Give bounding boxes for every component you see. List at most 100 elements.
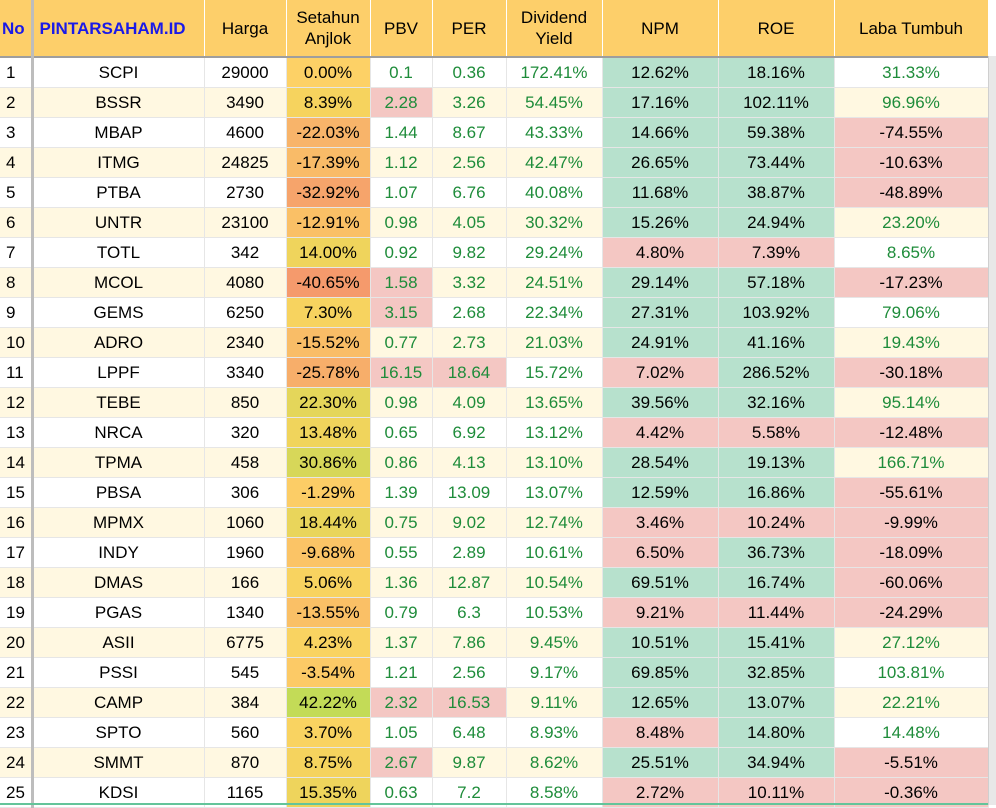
cell-roe[interactable]: 14.80% <box>718 717 835 748</box>
cell-laba-tumbuh[interactable]: -5.51% <box>834 747 989 778</box>
cell-roe[interactable]: 13.07% <box>718 687 835 718</box>
cell-pbv[interactable]: 1.44 <box>370 117 433 148</box>
cell-laba-tumbuh[interactable]: 8.65% <box>834 237 989 268</box>
cell-harga[interactable]: 545 <box>204 657 287 688</box>
cell-pbv[interactable]: 0.79 <box>370 597 433 628</box>
cell-dividend-yield[interactable]: 9.17% <box>506 657 603 688</box>
cell-laba-tumbuh[interactable]: -0.36% <box>834 777 989 808</box>
cell-pbv[interactable]: 0.92 <box>370 237 433 268</box>
cell-laba-tumbuh[interactable]: 95.14% <box>834 387 989 418</box>
cell-roe[interactable]: 18.16% <box>718 57 835 88</box>
cell-no[interactable]: 25 <box>0 777 34 808</box>
cell-npm[interactable]: 39.56% <box>602 387 719 418</box>
cell-harga[interactable]: 3490 <box>204 87 287 118</box>
cell-harga[interactable]: 850 <box>204 387 287 418</box>
cell-setahun-anjlok[interactable]: 13.48% <box>286 417 371 448</box>
cell-no[interactable]: 11 <box>0 357 34 388</box>
cell-harga[interactable]: 560 <box>204 717 287 748</box>
cell-setahun-anjlok[interactable]: 30.86% <box>286 447 371 478</box>
cell-pbv[interactable]: 2.32 <box>370 687 433 718</box>
cell-laba-tumbuh[interactable]: -9.99% <box>834 507 989 538</box>
cell-no[interactable]: 17 <box>0 537 34 568</box>
cell-ticker[interactable]: PGAS <box>31 597 205 628</box>
cell-npm[interactable]: 27.31% <box>602 297 719 328</box>
cell-per[interactable]: 7.2 <box>432 777 507 808</box>
cell-setahun-anjlok[interactable]: 8.39% <box>286 87 371 118</box>
cell-per[interactable]: 6.76 <box>432 177 507 208</box>
cell-per[interactable]: 6.3 <box>432 597 507 628</box>
cell-no[interactable]: 12 <box>0 387 34 418</box>
cell-setahun-anjlok[interactable]: -32.92% <box>286 177 371 208</box>
cell-ticker[interactable]: SCPI <box>31 57 205 88</box>
cell-per[interactable]: 4.05 <box>432 207 507 238</box>
cell-setahun-anjlok[interactable]: 14.00% <box>286 237 371 268</box>
header-setahun-anjlok[interactable]: Setahun Anjlok <box>286 0 371 58</box>
cell-dividend-yield[interactable]: 10.61% <box>506 537 603 568</box>
cell-roe[interactable]: 10.11% <box>718 777 835 808</box>
cell-harga[interactable]: 1165 <box>204 777 287 808</box>
cell-laba-tumbuh[interactable]: -10.63% <box>834 147 989 178</box>
cell-dividend-yield[interactable]: 21.03% <box>506 327 603 358</box>
header-pbv[interactable]: PBV <box>370 0 433 58</box>
cell-roe[interactable]: 24.94% <box>718 207 835 238</box>
cell-dividend-yield[interactable]: 8.62% <box>506 747 603 778</box>
cell-ticker[interactable]: TOTL <box>31 237 205 268</box>
cell-setahun-anjlok[interactable]: -15.52% <box>286 327 371 358</box>
cell-laba-tumbuh[interactable]: 14.48% <box>834 717 989 748</box>
cell-pbv[interactable]: 16.15 <box>370 357 433 388</box>
cell-ticker[interactable]: KDSI <box>31 777 205 808</box>
cell-pbv[interactable]: 0.98 <box>370 387 433 418</box>
cell-dividend-yield[interactable]: 13.65% <box>506 387 603 418</box>
cell-harga[interactable]: 2340 <box>204 327 287 358</box>
cell-no[interactable]: 20 <box>0 627 34 658</box>
cell-dividend-yield[interactable]: 172.41% <box>506 57 603 88</box>
cell-no[interactable]: 13 <box>0 417 34 448</box>
cell-no[interactable]: 18 <box>0 567 34 598</box>
cell-per[interactable]: 18.64 <box>432 357 507 388</box>
cell-ticker[interactable]: ASII <box>31 627 205 658</box>
cell-laba-tumbuh[interactable]: -48.89% <box>834 177 989 208</box>
cell-dividend-yield[interactable]: 13.07% <box>506 477 603 508</box>
cell-npm[interactable]: 2.72% <box>602 777 719 808</box>
cell-pbv[interactable]: 1.07 <box>370 177 433 208</box>
cell-no[interactable]: 2 <box>0 87 34 118</box>
cell-pbv[interactable]: 0.65 <box>370 417 433 448</box>
cell-dividend-yield[interactable]: 9.45% <box>506 627 603 658</box>
cell-npm[interactable]: 26.65% <box>602 147 719 178</box>
cell-per[interactable]: 6.92 <box>432 417 507 448</box>
cell-no[interactable]: 14 <box>0 447 34 478</box>
cell-pbv[interactable]: 1.37 <box>370 627 433 658</box>
cell-setahun-anjlok[interactable]: 7.30% <box>286 297 371 328</box>
cell-harga[interactable]: 4080 <box>204 267 287 298</box>
cell-roe[interactable]: 41.16% <box>718 327 835 358</box>
cell-pbv[interactable]: 1.39 <box>370 477 433 508</box>
cell-no[interactable]: 4 <box>0 147 34 178</box>
cell-npm[interactable]: 10.51% <box>602 627 719 658</box>
cell-roe[interactable]: 15.41% <box>718 627 835 658</box>
cell-laba-tumbuh[interactable]: -18.09% <box>834 537 989 568</box>
cell-ticker[interactable]: LPPF <box>31 357 205 388</box>
cell-roe[interactable]: 103.92% <box>718 297 835 328</box>
header-roe[interactable]: ROE <box>718 0 835 58</box>
cell-per[interactable]: 13.09 <box>432 477 507 508</box>
cell-laba-tumbuh[interactable]: 166.71% <box>834 447 989 478</box>
vertical-scrollbar[interactable] <box>988 56 996 805</box>
cell-dividend-yield[interactable]: 15.72% <box>506 357 603 388</box>
cell-npm[interactable]: 25.51% <box>602 747 719 778</box>
cell-npm[interactable]: 14.66% <box>602 117 719 148</box>
cell-setahun-anjlok[interactable]: 8.75% <box>286 747 371 778</box>
cell-per[interactable]: 9.87 <box>432 747 507 778</box>
cell-no[interactable]: 16 <box>0 507 34 538</box>
cell-dividend-yield[interactable]: 24.51% <box>506 267 603 298</box>
cell-laba-tumbuh[interactable]: 103.81% <box>834 657 989 688</box>
cell-ticker[interactable]: GEMS <box>31 297 205 328</box>
cell-npm[interactable]: 28.54% <box>602 447 719 478</box>
cell-roe[interactable]: 36.73% <box>718 537 835 568</box>
cell-dividend-yield[interactable]: 13.12% <box>506 417 603 448</box>
cell-ticker[interactable]: SPTO <box>31 717 205 748</box>
cell-per[interactable]: 0.36 <box>432 57 507 88</box>
cell-setahun-anjlok[interactable]: -40.65% <box>286 267 371 298</box>
cell-harga[interactable]: 870 <box>204 747 287 778</box>
cell-ticker[interactable]: TEBE <box>31 387 205 418</box>
cell-ticker[interactable]: TPMA <box>31 447 205 478</box>
